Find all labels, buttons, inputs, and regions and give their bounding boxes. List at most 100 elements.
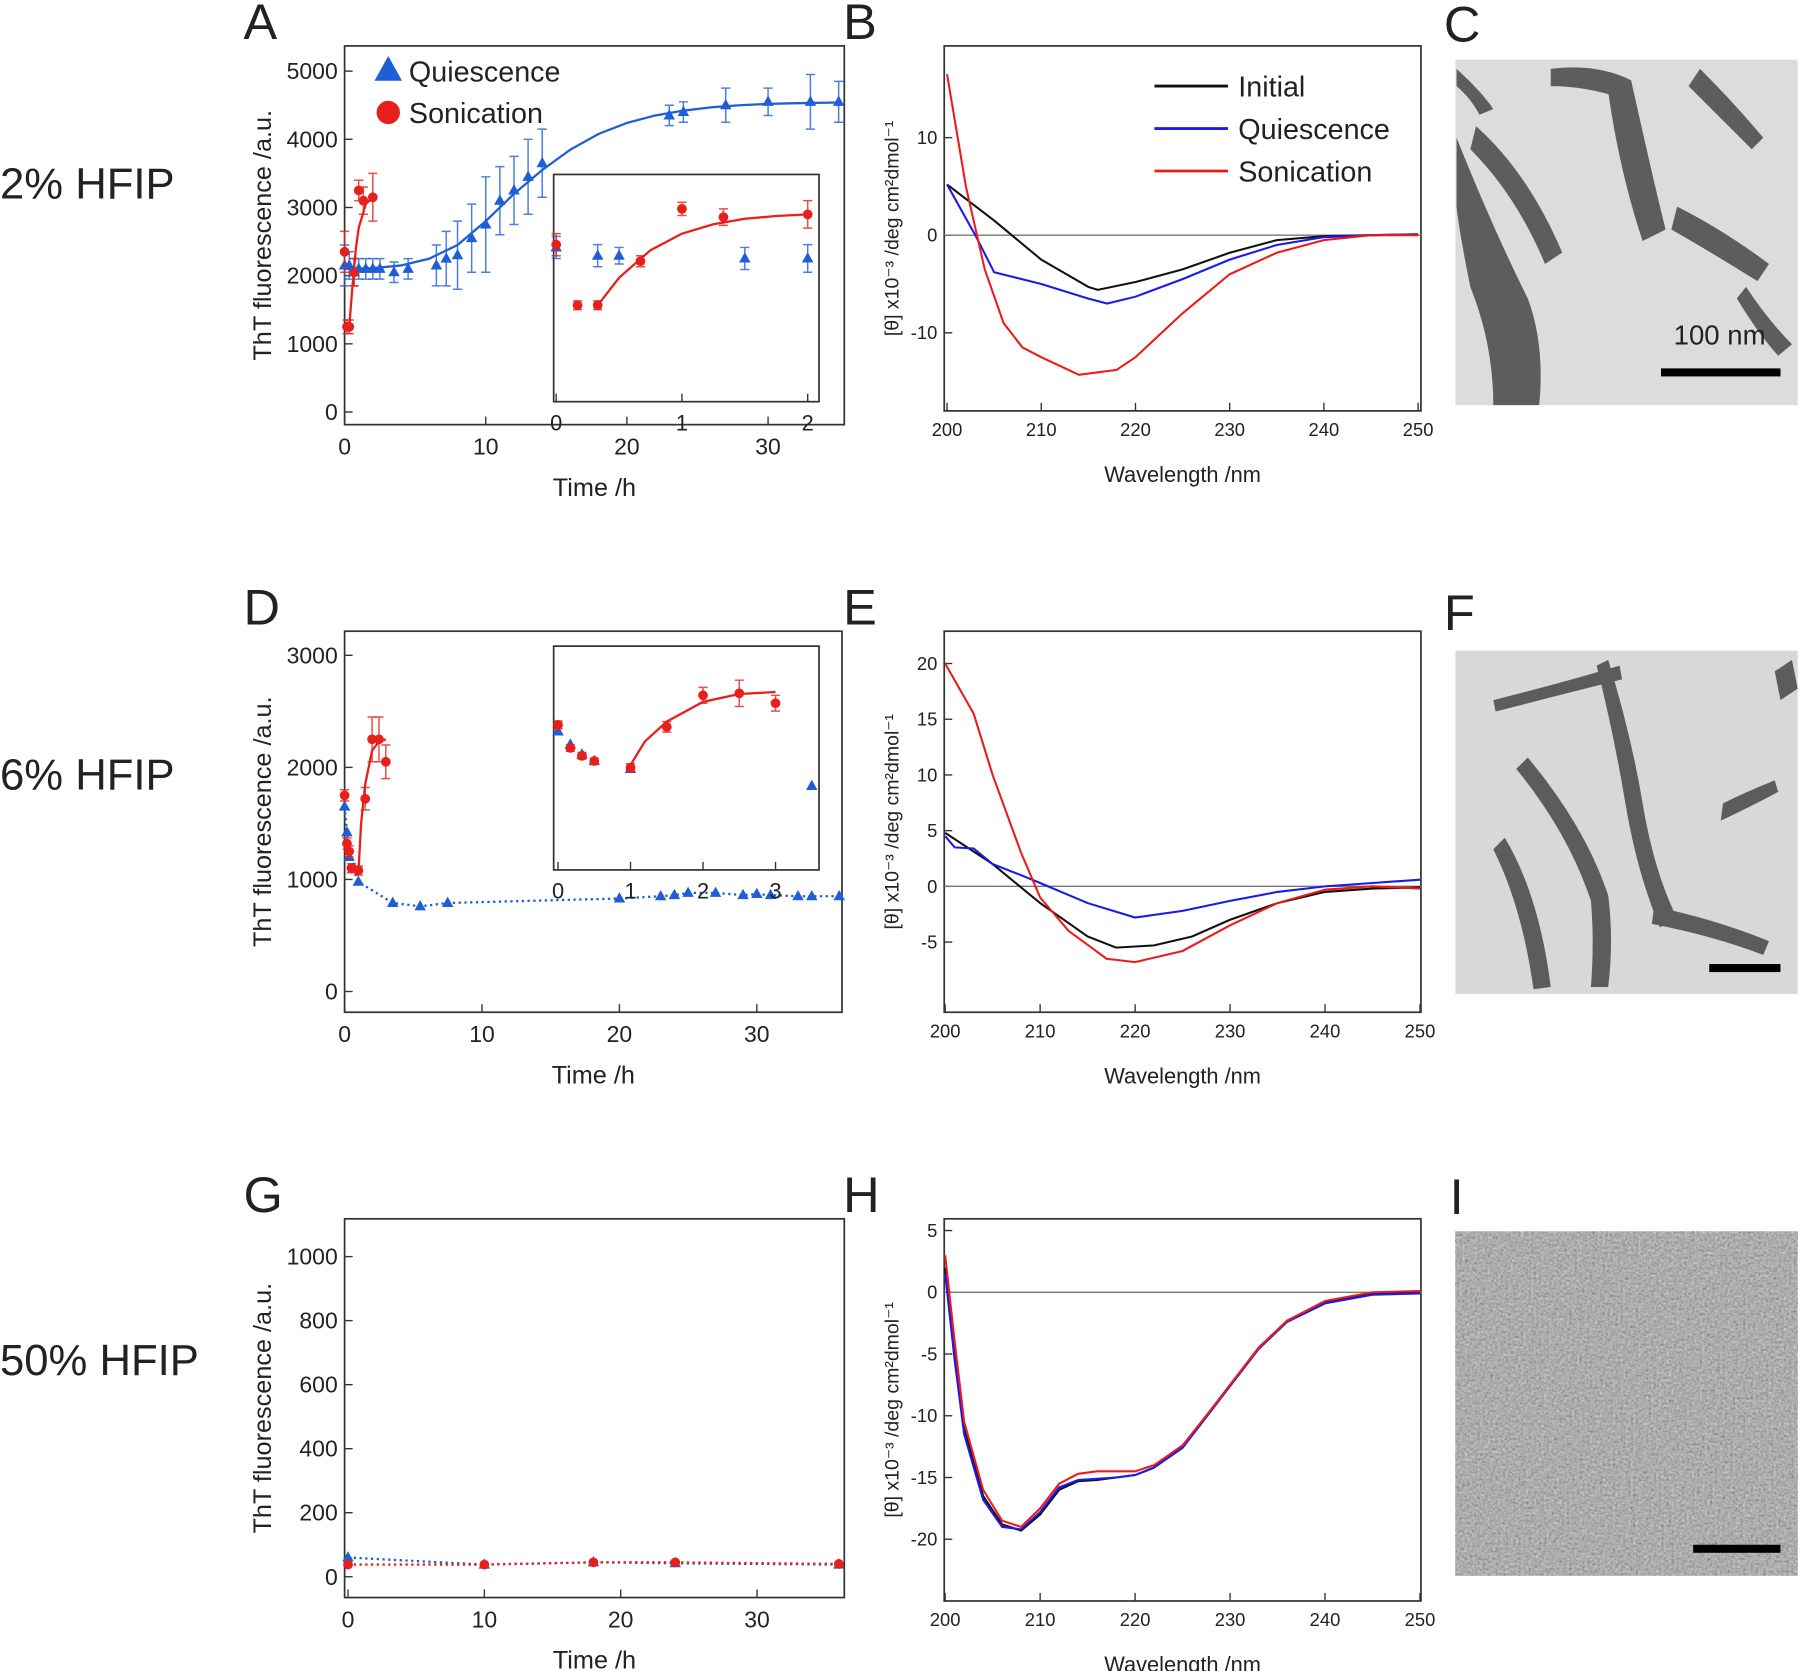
- x-tick-label: 2: [697, 879, 709, 904]
- panel-letter: G: [244, 1166, 283, 1223]
- marker: [339, 790, 350, 801]
- x-tick-label: 20: [607, 1021, 633, 1047]
- y-tick-label: 600: [299, 1372, 337, 1398]
- marker: [654, 889, 667, 901]
- marker: [770, 698, 781, 709]
- y-tick-label: 1000: [287, 866, 338, 892]
- marker: [360, 793, 371, 804]
- row-label: 2% HFIP: [0, 161, 175, 209]
- micrograph-i: [1455, 1231, 1798, 1576]
- y-tick-label: 1000: [287, 1244, 338, 1270]
- x-tick-label: 0: [338, 1021, 351, 1047]
- marker: [718, 212, 729, 223]
- x-tick-label: 200: [930, 1609, 961, 1630]
- fit-line: [357, 738, 387, 874]
- y-tick-label: -15: [911, 1467, 938, 1488]
- marker: [353, 185, 364, 196]
- spectrum-line: [944, 663, 1421, 964]
- y-tick-label: 0: [927, 876, 937, 897]
- marker: [367, 734, 377, 745]
- x-tick-label: 20: [608, 1606, 634, 1632]
- marker: [342, 1551, 354, 1562]
- marker: [343, 1559, 353, 1570]
- x-tick-label: 220: [1120, 419, 1151, 440]
- y-tick-label: 0: [325, 1564, 338, 1590]
- marker: [739, 252, 751, 263]
- panel-letter: F: [1444, 584, 1475, 641]
- marker: [479, 1559, 490, 1570]
- y-tick-label: 2000: [287, 754, 338, 780]
- plot-frame: [943, 1217, 1422, 1602]
- marker: [451, 248, 464, 260]
- inset: 0 1 2: [550, 173, 820, 435]
- marker: [792, 889, 804, 901]
- marker: [344, 846, 355, 857]
- y-axis-label: [θ] x10⁻³ /deg cm²dmol⁻¹: [881, 1302, 903, 1518]
- x-tick-label: 10: [469, 1021, 495, 1047]
- plot-frame: [943, 45, 1422, 412]
- x-tick-label: 250: [1403, 419, 1434, 440]
- y-tick-label: 200: [299, 1500, 337, 1526]
- x-tick-label: 210: [1025, 1020, 1056, 1041]
- x-tick-label: 2: [802, 410, 814, 435]
- y-axis-label: [θ] x10⁻³ /deg cm²dmol⁻¹: [881, 120, 903, 336]
- marker: [806, 779, 818, 791]
- marker: [709, 886, 722, 897]
- x-tick-label: 0: [550, 410, 562, 435]
- x-tick-label: 200: [930, 1020, 961, 1041]
- y-tick-label: -5: [921, 1343, 937, 1364]
- y-tick-label: 0: [927, 225, 937, 246]
- panel: B 200 210 220 230 240 250 -10 0 10 Wavelength /nm […: [843, 0, 1433, 487]
- marker: [441, 896, 454, 907]
- marker: [553, 720, 563, 730]
- fit-line: [344, 101, 839, 270]
- panel-letter: H: [843, 1166, 880, 1223]
- marker: [440, 252, 452, 263]
- marker: [833, 1559, 844, 1569]
- y-tick-label: 10: [917, 127, 937, 148]
- y-tick-label: 3000: [287, 642, 338, 668]
- y-tick-label: 400: [299, 1436, 337, 1462]
- spectrum-line: [946, 183, 1419, 305]
- marker: [591, 249, 604, 260]
- x-axis-label: Time /h: [553, 1647, 636, 1671]
- marker: [577, 750, 587, 761]
- marker: [386, 896, 399, 907]
- x-axis-label: Wavelength /nm: [1104, 462, 1261, 487]
- panel-letter: B: [843, 0, 877, 50]
- marker: [670, 1557, 681, 1568]
- legend-label: Initial: [1238, 71, 1305, 103]
- marker: [341, 826, 353, 837]
- panel-letter: E: [843, 578, 877, 635]
- x-axis-label: Wavelength /nm: [1104, 1063, 1261, 1088]
- marker: [668, 888, 681, 900]
- x-tick-label: 1: [624, 879, 636, 904]
- marker: [414, 900, 426, 911]
- y-axis-label: ThT fluorescence /a.u.: [249, 1283, 277, 1534]
- legend-label: Sonication: [1238, 156, 1372, 188]
- x-tick-label: 220: [1120, 1609, 1151, 1630]
- y-tick-label: 15: [917, 709, 937, 730]
- legend-label: Sonication: [409, 98, 543, 130]
- y-tick-label: 0: [325, 979, 338, 1005]
- y-axis-label: ThT fluorescence /a.u.: [249, 696, 277, 947]
- x-tick-label: 250: [1405, 1609, 1436, 1630]
- panel: E 200 210 220 230 240 250 -5 0 5 10 15 20 Wavelength …: [843, 578, 1435, 1088]
- marker: [565, 743, 576, 753]
- marker: [339, 246, 350, 257]
- fit-line: [596, 213, 808, 306]
- marker: [833, 889, 845, 901]
- marker: [801, 252, 814, 263]
- x-tick-label: 3: [769, 879, 781, 904]
- y-tick-label: -10: [911, 322, 938, 343]
- x-tick-label: 220: [1120, 1020, 1151, 1041]
- marker: [430, 259, 443, 270]
- spectrum-line: [944, 835, 1421, 919]
- marker: [677, 203, 687, 214]
- x-tick-label: 30: [755, 433, 781, 459]
- x-tick-label: 240: [1309, 419, 1340, 440]
- micrograph-c: [1455, 59, 1798, 406]
- marker: [536, 156, 548, 168]
- row-label: 50% HFIP: [0, 1337, 199, 1385]
